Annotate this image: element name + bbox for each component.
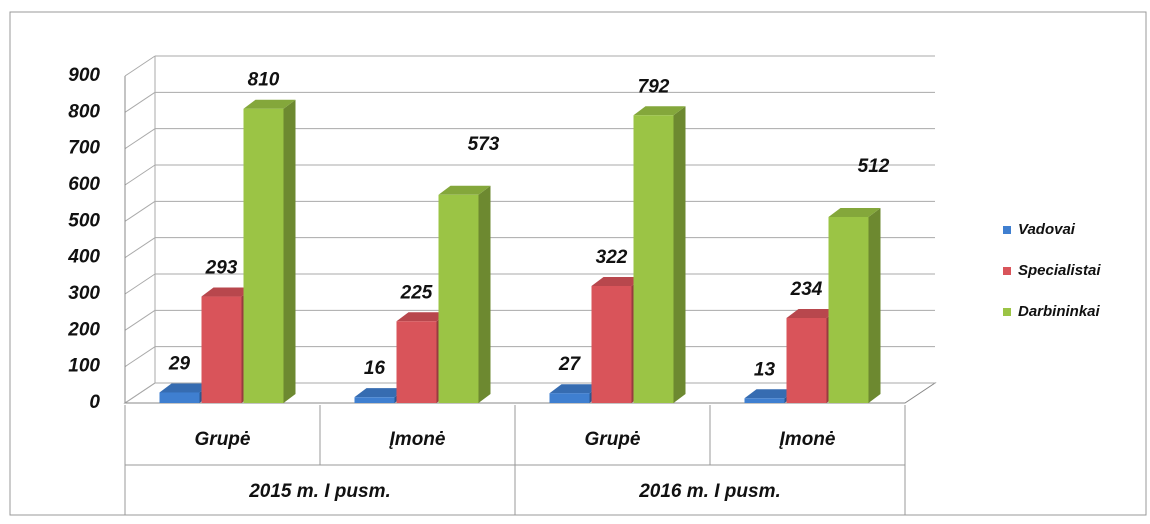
bar <box>591 286 632 403</box>
data-label: 27 <box>558 354 582 375</box>
bar-top <box>549 384 602 394</box>
y-tick-label: 300 <box>68 283 100 304</box>
x-tick-label: Grupė <box>585 429 641 450</box>
bar-top <box>786 308 839 318</box>
bar-top <box>633 106 686 116</box>
data-label: 322 <box>596 247 628 268</box>
y-tick-label: 100 <box>68 356 100 377</box>
side-grid-line <box>124 164 156 186</box>
bar <box>438 194 479 403</box>
y-tick-label: 0 <box>89 392 100 413</box>
y-tick-label: 800 <box>68 101 100 122</box>
legend-label: Vadovai <box>1018 221 1076 238</box>
legend-label: Specialistai <box>1018 262 1101 279</box>
side-grid-line <box>124 309 156 331</box>
bar <box>159 392 200 403</box>
bar-side <box>673 106 686 404</box>
bar <box>549 393 590 403</box>
bar-top <box>591 277 644 287</box>
bar <box>396 321 437 403</box>
side-grid-line <box>124 273 156 295</box>
data-label: 225 <box>400 282 433 303</box>
y-tick-label: 600 <box>68 174 100 195</box>
side-grid-line <box>124 200 156 222</box>
bar <box>354 397 395 403</box>
data-label: 293 <box>205 258 238 279</box>
data-label: 16 <box>364 358 386 379</box>
bar-top <box>438 185 491 195</box>
bar <box>243 108 284 403</box>
bar-top <box>744 389 797 399</box>
group-label: 2015 m. I pusm. <box>248 481 391 502</box>
bar <box>786 317 827 403</box>
bar-side <box>478 185 491 403</box>
data-label: 573 <box>468 134 500 155</box>
bar <box>828 216 869 403</box>
bar <box>201 296 242 403</box>
bar <box>633 115 674 404</box>
legend-label: Darbininkai <box>1018 303 1101 320</box>
data-label: 792 <box>638 76 670 97</box>
data-label: 29 <box>168 353 191 374</box>
y-tick-label: 400 <box>67 247 100 268</box>
y-tick-label: 700 <box>68 138 100 159</box>
y-tick-label: 200 <box>67 319 100 340</box>
bar-side <box>868 207 881 403</box>
legend-marker <box>1003 226 1011 234</box>
bar-top <box>354 388 407 398</box>
side-grid-line <box>124 382 156 404</box>
bar-top <box>243 99 296 109</box>
group-label: 2016 m. I pusm. <box>638 481 781 502</box>
data-label: 512 <box>858 156 890 177</box>
bar-top <box>159 383 212 393</box>
data-label: 234 <box>790 279 823 300</box>
side-grid-line <box>124 237 156 259</box>
side-grid-line <box>124 128 156 150</box>
bar-top <box>396 312 449 322</box>
frame <box>9 11 1147 516</box>
y-tick-label: 900 <box>68 65 100 86</box>
bar-top <box>201 287 254 297</box>
legend-marker <box>1003 308 1011 316</box>
y-tick-label: 500 <box>68 210 100 231</box>
side-grid-line <box>124 91 156 113</box>
x-tick-label: Grupė <box>195 429 251 450</box>
bar-top <box>828 207 881 217</box>
side-grid-line <box>124 346 156 368</box>
bar <box>744 398 785 403</box>
x-tick-label: Įmonė <box>389 429 446 450</box>
x-tick-label: Įmonė <box>779 429 836 450</box>
bar-side <box>283 99 296 403</box>
data-label: 810 <box>248 70 280 91</box>
legend-marker <box>1003 267 1011 275</box>
data-label: 13 <box>754 359 776 380</box>
side-grid-line <box>124 55 156 77</box>
